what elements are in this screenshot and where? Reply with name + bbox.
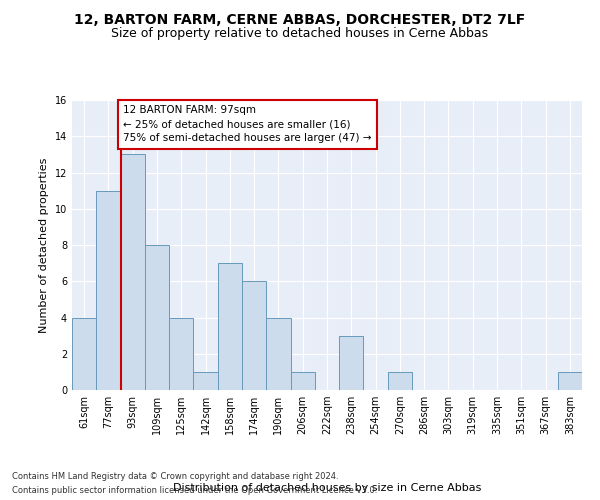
Bar — [169, 318, 193, 390]
Text: Contains HM Land Registry data © Crown copyright and database right 2024.: Contains HM Land Registry data © Crown c… — [12, 472, 338, 481]
Bar — [388, 372, 412, 390]
Bar — [558, 372, 582, 390]
X-axis label: Distribution of detached houses by size in Cerne Abbas: Distribution of detached houses by size … — [173, 483, 481, 493]
Bar — [266, 318, 290, 390]
Bar — [121, 154, 145, 390]
Bar — [72, 318, 96, 390]
Bar — [193, 372, 218, 390]
Bar — [339, 336, 364, 390]
Bar — [96, 190, 121, 390]
Y-axis label: Number of detached properties: Number of detached properties — [39, 158, 49, 332]
Bar — [290, 372, 315, 390]
Text: Contains public sector information licensed under the Open Government Licence v3: Contains public sector information licen… — [12, 486, 377, 495]
Bar — [242, 281, 266, 390]
Text: 12 BARTON FARM: 97sqm
← 25% of detached houses are smaller (16)
75% of semi-deta: 12 BARTON FARM: 97sqm ← 25% of detached … — [123, 106, 371, 144]
Bar — [145, 245, 169, 390]
Text: Size of property relative to detached houses in Cerne Abbas: Size of property relative to detached ho… — [112, 28, 488, 40]
Text: 12, BARTON FARM, CERNE ABBAS, DORCHESTER, DT2 7LF: 12, BARTON FARM, CERNE ABBAS, DORCHESTER… — [74, 12, 526, 26]
Bar — [218, 263, 242, 390]
